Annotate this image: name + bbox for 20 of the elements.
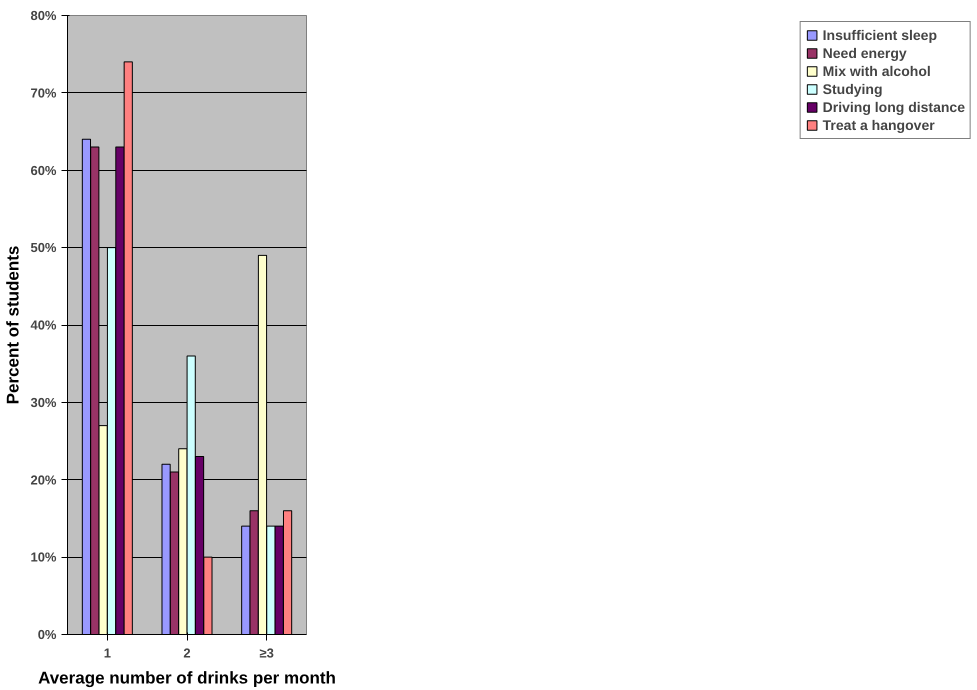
legend-label: Insufficient sleep: [822, 27, 937, 43]
legend-label: Need energy: [822, 45, 907, 61]
legend-label: Mix with alcohol: [822, 63, 931, 79]
y-tick-label: 0%: [38, 627, 57, 642]
y-tick-label: 70%: [30, 85, 57, 100]
legend-label: Driving long distance: [822, 99, 965, 115]
x-axis-title: Average number of drinks per month: [38, 668, 336, 688]
y-tick-label: 50%: [30, 240, 57, 256]
x-tick-label: ≥3: [259, 646, 274, 660]
y-tick-label: 10%: [30, 550, 57, 565]
y-tick-label: 40%: [30, 318, 57, 332]
y-tick-label: 30%: [30, 394, 57, 410]
y-axis-title: Percent of students: [3, 246, 22, 404]
y-tick-label: 60%: [30, 162, 57, 178]
y-tick-label: 80%: [30, 8, 57, 23]
x-tick-label: 2: [183, 646, 191, 660]
legend-label: Treat a hangover: [822, 117, 935, 133]
legend-label: Studying: [822, 81, 883, 97]
x-tick-label: 1: [104, 646, 111, 660]
y-tick-label: 20%: [30, 472, 57, 488]
